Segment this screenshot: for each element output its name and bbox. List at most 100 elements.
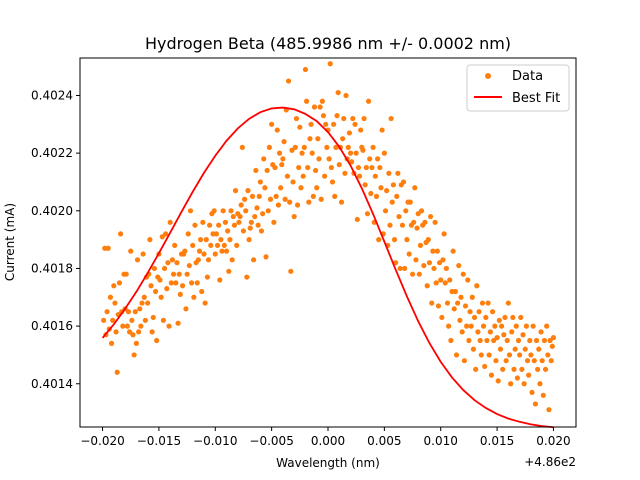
data-point [333, 144, 339, 150]
data-point [136, 329, 142, 335]
data-point [222, 219, 229, 225]
data-point [159, 234, 165, 240]
data-point [406, 251, 412, 257]
data-point [450, 248, 456, 254]
data-point [368, 190, 374, 197]
data-point [231, 222, 238, 228]
data-point [166, 323, 172, 329]
x-tick-label: −0.020 [80, 434, 124, 448]
data-point [345, 144, 351, 150]
data-point [248, 219, 254, 225]
data-point [124, 323, 130, 329]
data-point [375, 156, 381, 162]
data-point [176, 271, 182, 277]
data-point [532, 401, 539, 407]
data-point [275, 202, 281, 208]
data-point [225, 228, 231, 234]
data-point [134, 257, 141, 263]
x-offset-label: +4.86e2 [524, 455, 576, 469]
data-point [314, 185, 320, 191]
data-point [491, 337, 497, 344]
data-point [284, 173, 291, 179]
data-point [354, 216, 360, 223]
data-point [485, 300, 491, 306]
data-point [444, 300, 451, 306]
data-point [382, 208, 389, 214]
data-point [356, 173, 363, 179]
data-point [311, 104, 318, 110]
data-point [424, 283, 430, 289]
data-point [438, 277, 444, 283]
data-point [137, 306, 143, 312]
data-point [470, 346, 477, 352]
data-point [390, 182, 396, 188]
data-point [117, 231, 124, 237]
data-point [138, 323, 144, 329]
data-point [174, 260, 180, 266]
data-point [459, 329, 465, 335]
data-point [403, 208, 409, 214]
data-point [541, 337, 548, 344]
data-point [328, 164, 334, 171]
data-point [394, 193, 400, 199]
data-point [329, 179, 336, 185]
data-point [305, 164, 311, 171]
data-point [473, 366, 479, 372]
data-point [429, 300, 435, 306]
data-point [442, 280, 448, 286]
data-point [467, 309, 473, 315]
data-point [230, 213, 236, 220]
data-point [107, 294, 114, 300]
data-point [247, 225, 253, 231]
data-point [537, 381, 543, 387]
data-point [318, 196, 324, 202]
data-point [549, 343, 555, 349]
data-point [326, 156, 332, 162]
data-point [139, 300, 145, 306]
data-point [497, 346, 504, 352]
data-point [151, 265, 157, 272]
data-point [202, 300, 208, 306]
data-point [336, 162, 342, 168]
data-point [378, 185, 384, 191]
data-point [484, 337, 490, 344]
data-point [431, 265, 437, 272]
data-point [511, 366, 517, 372]
y-tick-label: 0.4016 [31, 319, 73, 333]
data-point [267, 196, 274, 202]
data-point [310, 193, 316, 199]
data-point [291, 213, 297, 220]
data-point [536, 346, 542, 352]
data-point [409, 271, 416, 277]
data-point [495, 378, 501, 384]
data-point [226, 268, 232, 274]
data-point [407, 199, 413, 205]
data-point [391, 237, 398, 243]
data-point [114, 369, 120, 375]
data-point [352, 121, 358, 127]
data-point [441, 231, 447, 237]
data-point [279, 162, 285, 168]
data-point [465, 277, 471, 283]
data-point [475, 329, 481, 335]
best-fit-line [101, 106, 554, 429]
x-tick-label: 0.010 [424, 434, 458, 448]
data-point [515, 337, 522, 344]
data-point [510, 314, 516, 321]
data-point [505, 300, 511, 306]
y-axis: 0.4014 0.4016 0.4018 0.4020 0.4022 0.4024 [31, 88, 80, 391]
data-point [523, 323, 530, 329]
data-point [203, 237, 209, 243]
data-point [512, 346, 518, 352]
data-point [308, 121, 314, 127]
data-point [501, 332, 507, 338]
data-point [260, 211, 266, 217]
data-point [417, 242, 424, 248]
data-point [302, 66, 309, 73]
data-point [190, 242, 196, 248]
data-point [294, 202, 301, 208]
data-point [550, 335, 557, 341]
data-point [297, 124, 303, 130]
data-point [521, 381, 527, 387]
